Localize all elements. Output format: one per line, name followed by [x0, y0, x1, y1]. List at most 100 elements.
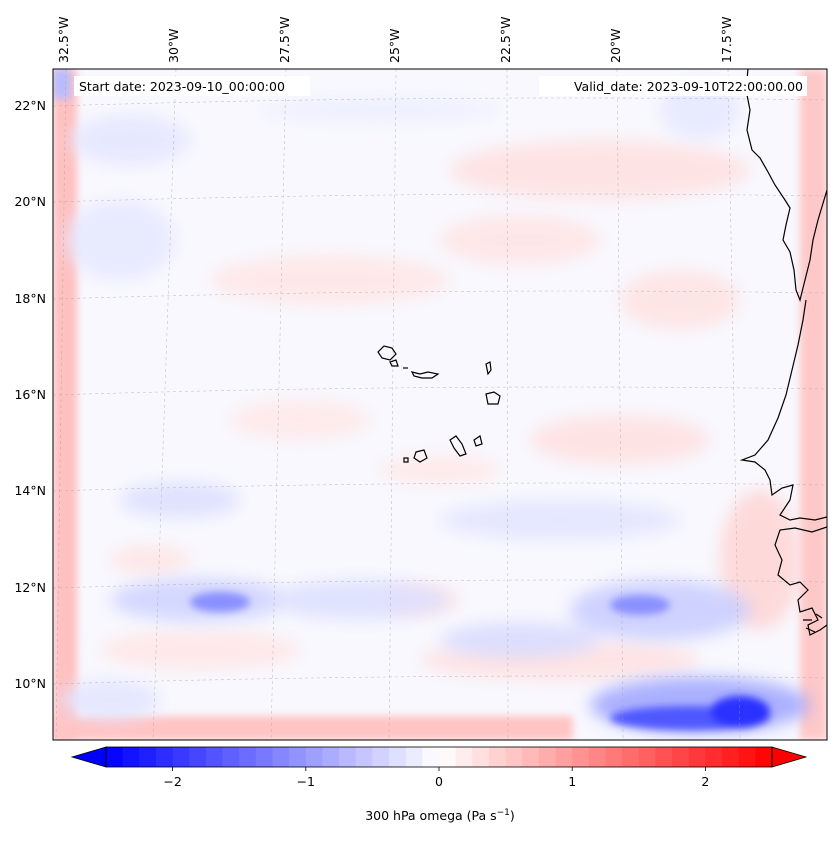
colorbar-label-superscript: −1: [497, 808, 510, 818]
cabo-verde-santiago: [449, 435, 467, 457]
coastlines: [377, 69, 827, 636]
colorbar-step: [405, 747, 423, 767]
colorbar-step: [705, 747, 723, 767]
colorbar-step: [722, 747, 740, 767]
valid-date-text: Valid_date: 2023-09-10T22:00:00.00: [574, 79, 803, 94]
left-boundary-band: [53, 69, 77, 740]
colorbar-tick-label: 2: [701, 774, 709, 789]
valid-date-annotation: Valid_date: 2023-09-10T22:00:00.00: [539, 76, 807, 96]
colorbar-step: [588, 747, 606, 767]
colorbar-step: [622, 747, 640, 767]
omega-field: [53, 69, 827, 740]
colorbar-step: [255, 747, 273, 767]
cabo-verde-santo-antao: [377, 345, 397, 361]
map-border: [52, 68, 828, 741]
colorbar-step: [538, 747, 556, 767]
colorbar-step: [239, 747, 257, 767]
colorbar-step: [505, 747, 523, 767]
guinea-coast: [774, 526, 827, 636]
lon-label-25w: 25°W: [387, 28, 402, 63]
cabo-verde-brava: [403, 457, 409, 463]
colorbar-step: [139, 747, 157, 767]
africa-coastline: [745, 69, 827, 302]
positive-omega-areas: [100, 140, 800, 680]
colorbar-extend-max-arrow: [771, 746, 808, 768]
colorbar: −2 −1 0 1 2 300 hPa omega (Pa s−1): [70, 746, 808, 823]
colorbar-step: [455, 747, 473, 767]
colorbar-step: [322, 747, 340, 767]
colorbar-ticks: −2 −1 0 1 2: [163, 767, 709, 789]
lon-label-17-5w: 17.5°W: [719, 17, 734, 63]
cabo-verde-sal: [485, 361, 492, 376]
colorbar-step: [205, 747, 223, 767]
start-date-annotation: Start date: 2023-09-10_00:00:00: [74, 76, 310, 96]
lat-label-14n: 14°N: [14, 483, 46, 498]
colorbar-step: [522, 747, 540, 767]
cabo-verde-sao-vicente: [389, 359, 399, 367]
graticule: [53, 69, 827, 740]
colorbar-step: [472, 747, 490, 767]
lat-label-12n: 12°N: [14, 580, 46, 595]
negative-omega-areas: [60, 80, 810, 733]
map-panel: [52, 68, 828, 741]
lon-label-27-5w: 27.5°W: [277, 17, 292, 63]
lon-label-30w: 30°W: [166, 28, 181, 63]
colorbar-tick-label: 1: [568, 774, 576, 789]
cabo-verde-maio: [473, 435, 483, 447]
colorbar-step: [572, 747, 590, 767]
lon-label-20w: 20°W: [608, 28, 623, 63]
colorbar-step: [339, 747, 357, 767]
colorbar-label-main: 300 hPa omega (Pa s: [365, 808, 496, 823]
colorbar-step: [389, 747, 407, 767]
colorbar-step: [172, 747, 190, 767]
colorbar-label: 300 hPa omega (Pa s−1): [365, 808, 515, 823]
strong-ascent-core: [190, 592, 770, 730]
right-boundary-band: [800, 69, 827, 740]
colorbar-tick-label: 0: [435, 774, 443, 789]
bijagos-islands: [803, 613, 823, 633]
lat-label-10n: 10°N: [14, 676, 46, 691]
lat-label-16n: 16°N: [14, 387, 46, 402]
colorbar-step: [672, 747, 690, 767]
lon-label-22-5w: 22.5°W: [498, 17, 513, 63]
colorbar-step: [655, 747, 673, 767]
colorbar-step: [305, 747, 323, 767]
colorbar-step: [372, 747, 390, 767]
colorbar-step: [638, 747, 656, 767]
top-left-blue-corner: [53, 69, 71, 99]
colorbar-step: [605, 747, 623, 767]
colorbar-step: [738, 747, 756, 767]
cabo-verde-boa-vista: [485, 391, 501, 405]
colorbar-step: [355, 747, 373, 767]
start-date-text: Start date: 2023-09-10_00:00:00: [79, 79, 285, 94]
colorbar-tick-label: −1: [297, 774, 315, 789]
colorbar-step: [272, 747, 290, 767]
colorbar-step: [688, 747, 706, 767]
cabo-verde-sao-nicolau: [410, 371, 440, 379]
longitude-labels: 32.5°W 30°W 27.5°W 25°W 22.5°W 20°W 17.5…: [56, 17, 734, 63]
lat-label-20n: 20°N: [14, 194, 46, 209]
colorbar-step: [106, 747, 124, 767]
colorbar-extend-min-arrow: [70, 746, 107, 768]
cabo-verde-fogo: [413, 449, 428, 463]
colorbar-step: [189, 747, 207, 767]
colorbar-step: [222, 747, 240, 767]
colorbar-step: [555, 747, 573, 767]
colorbar-label-end: ): [510, 808, 515, 823]
colorbar-step: [488, 747, 506, 767]
bottom-boundary-band: [53, 716, 573, 740]
colorbar-step: [122, 747, 140, 767]
lat-label-22n: 22°N: [14, 98, 46, 113]
colorbar-tick-label: −2: [163, 774, 181, 789]
colorbar-step: [289, 747, 307, 767]
colorbar-step: [155, 747, 173, 767]
lon-label-32-5w: 32.5°W: [56, 17, 71, 63]
colorbar-steps: [106, 747, 773, 767]
colorbar-step: [439, 747, 457, 767]
colorbar-step: [755, 747, 773, 767]
lat-label-18n: 18°N: [14, 291, 46, 306]
africa-coastline-south: [739, 299, 827, 521]
latitude-labels: 22°N 20°N 18°N 16°N 14°N 12°N 10°N: [14, 98, 46, 691]
colorbar-step: [422, 747, 440, 767]
